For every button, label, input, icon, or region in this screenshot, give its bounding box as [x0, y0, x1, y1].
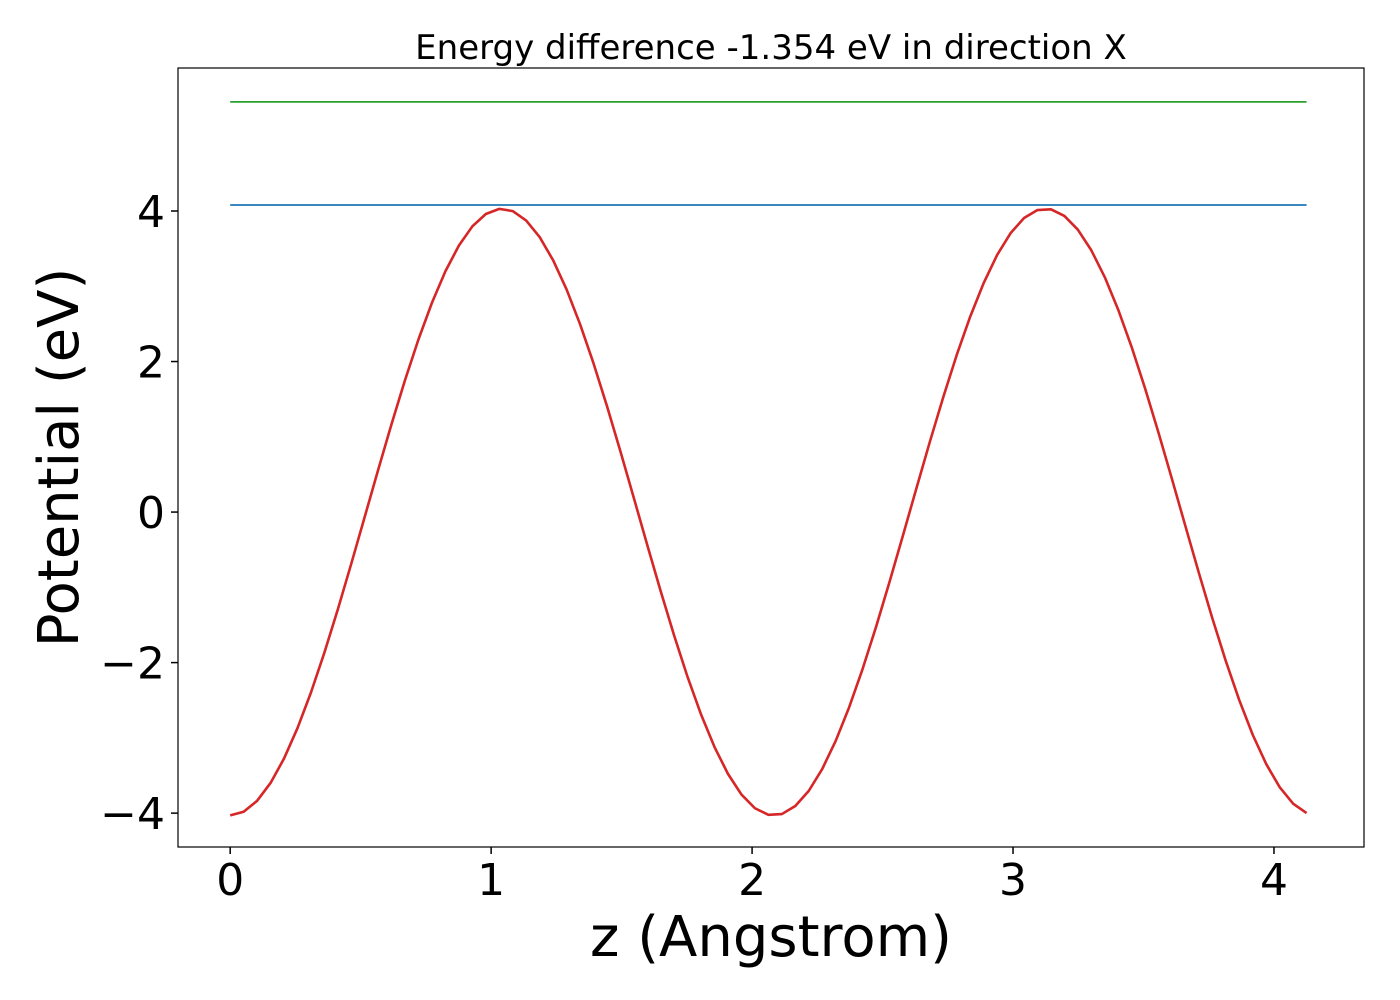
series-line-0 — [229, 207, 1308, 817]
y-tick-label: 4 — [137, 187, 165, 238]
chart-title: Energy difference -1.354 eV in direction… — [415, 28, 1127, 68]
plot-area-frame — [177, 67, 1365, 848]
x-axis-label: z (Angstrom) — [590, 905, 952, 970]
x-tick-label: 2 — [738, 855, 766, 906]
x-tick-label: 0 — [216, 855, 244, 906]
y-tick-label: 2 — [137, 338, 165, 389]
x-tick-label: 3 — [999, 855, 1027, 906]
x-tick-label: 1 — [477, 855, 505, 906]
y-tick-label: 0 — [137, 488, 165, 539]
y-tick-label: −2 — [100, 639, 165, 690]
x-axis: 0 1 2 3 4 — [216, 847, 1288, 906]
y-axis: −4 −2 0 2 4 — [100, 187, 178, 840]
y-tick-label: −4 — [100, 789, 165, 840]
x-tick-label: 4 — [1260, 855, 1288, 906]
y-axis-label: Potential (eV) — [27, 268, 92, 648]
series-layer — [229, 100, 1308, 817]
